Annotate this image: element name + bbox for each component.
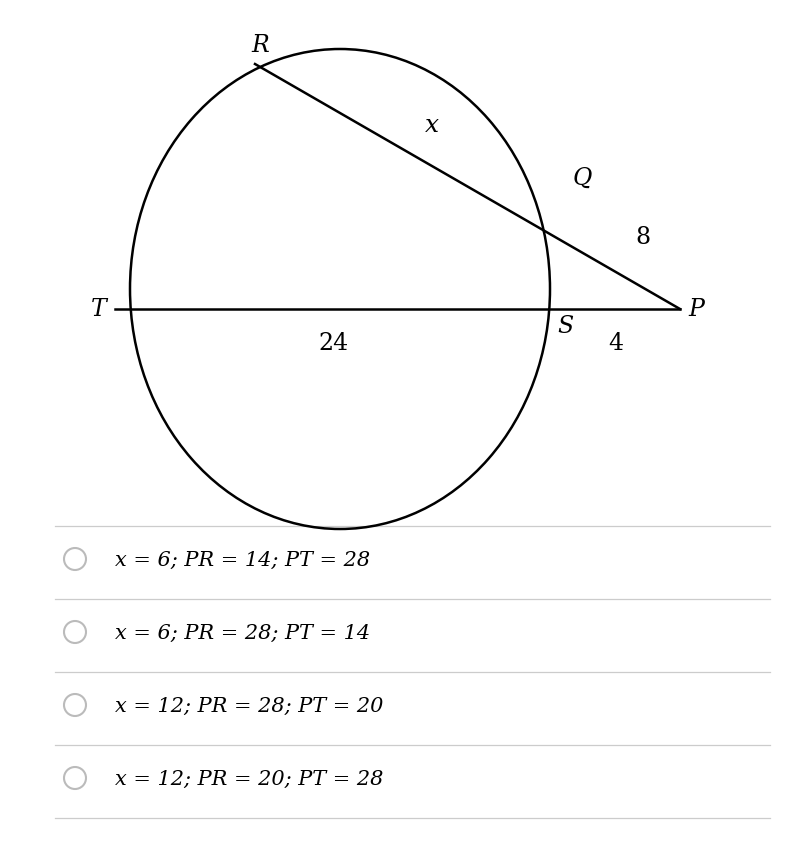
Text: x: x <box>425 113 439 136</box>
Text: 4: 4 <box>609 331 623 354</box>
Text: 8: 8 <box>635 226 650 249</box>
Text: R: R <box>251 34 269 57</box>
Text: x = 6; PR = 28; PT = 14: x = 6; PR = 28; PT = 14 <box>115 623 370 642</box>
Text: P: P <box>688 298 704 321</box>
Text: S: S <box>557 314 573 337</box>
Text: x = 12; PR = 20; PT = 28: x = 12; PR = 20; PT = 28 <box>115 769 383 787</box>
Text: x = 12; PR = 28; PT = 20: x = 12; PR = 28; PT = 20 <box>115 696 383 715</box>
Text: Q: Q <box>573 167 592 190</box>
Text: T: T <box>91 298 107 321</box>
Text: 24: 24 <box>318 331 349 354</box>
Text: x = 6; PR = 14; PT = 28: x = 6; PR = 14; PT = 28 <box>115 550 370 569</box>
